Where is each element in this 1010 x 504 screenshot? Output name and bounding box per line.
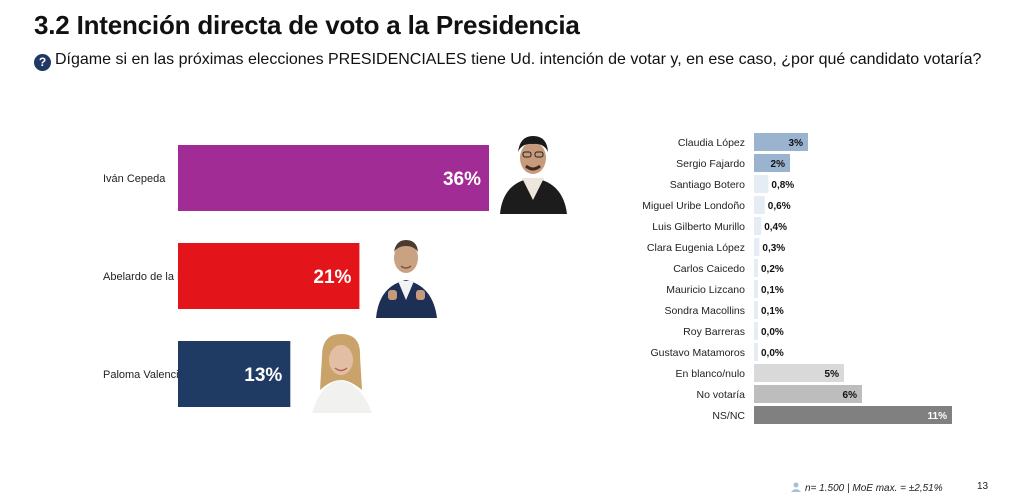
main-bar-paloma-valencia bbox=[178, 341, 291, 407]
candidate-photo-paloma-valencia bbox=[312, 334, 372, 413]
small-bar-sergio-fajardo bbox=[754, 154, 790, 172]
main-bar-abelardo-de-la-espriella bbox=[178, 243, 360, 309]
small-value-label-santiago-botero: 0,8% bbox=[771, 180, 794, 191]
small-value-label-clara-eugenia-lopez: 0,3% bbox=[762, 243, 785, 254]
small-bar-luis-gilberto-murillo bbox=[754, 217, 762, 235]
footer-note: n= 1.500 | MoE max. = ±2,51% bbox=[790, 482, 943, 494]
small-value-label-no-votaria: 6% bbox=[843, 390, 858, 401]
small-category-label-santiago-botero: Santiago Botero bbox=[670, 179, 745, 191]
question-icon: ? bbox=[34, 54, 51, 71]
main-value-label-paloma-valencia: 13% bbox=[244, 365, 282, 386]
small-value-label-miguel-uribe-londono: 0,6% bbox=[768, 201, 791, 212]
small-bar-no-votaria bbox=[754, 385, 862, 403]
small-bar-carlos-caicedo bbox=[754, 259, 758, 277]
small-category-label-no-votaria: No votaría bbox=[697, 389, 746, 401]
small-value-label-sondra-macollins: 0,1% bbox=[761, 306, 784, 317]
small-value-label-gustavo-matamoros: 0,0% bbox=[761, 348, 784, 359]
small-bar-mauricio-lizcano bbox=[754, 280, 758, 298]
small-value-label-claudia-lopez: 3% bbox=[789, 138, 804, 149]
small-category-label-clara-eugenia-lopez: Clara Eugenia López bbox=[647, 242, 745, 254]
small-bar-claudia-lopez bbox=[754, 133, 808, 151]
small-bar-roy-barreras bbox=[754, 322, 758, 340]
main-bar-ivan-cepeda bbox=[178, 145, 489, 211]
small-value-label-roy-barreras: 0,0% bbox=[761, 327, 784, 338]
page-title: 3.2 Intención directa de voto a la Presi… bbox=[34, 10, 580, 40]
small-bar-en-blanco-nulo bbox=[754, 364, 844, 382]
small-category-label-carlos-caicedo: Carlos Caicedo bbox=[673, 263, 745, 275]
candidate-photo-abelardo bbox=[376, 240, 437, 318]
small-bar-clara-eugenia-lopez bbox=[754, 238, 760, 256]
main-candidates-chart: Iván Cepeda 36%Abelardo de la Espriella 21… bbox=[103, 145, 489, 407]
small-bar-gustavo-matamoros bbox=[754, 343, 758, 361]
question-text: Dígame si en las próximas elecciones PRE… bbox=[55, 51, 982, 68]
candidate-photos bbox=[312, 136, 567, 413]
main-category-label-ivan-cepeda: Iván Cepeda bbox=[103, 173, 166, 185]
small-bar-ns-nc bbox=[754, 406, 952, 424]
small-value-label-sergio-fajardo: 2% bbox=[771, 159, 786, 170]
survey-question: ? Dígame si en las próximas elecciones PR… bbox=[34, 50, 984, 71]
small-value-label-ns-nc: 11% bbox=[928, 411, 948, 422]
small-category-label-mauricio-lizcano: Mauricio Lizcano bbox=[666, 284, 745, 296]
small-value-label-carlos-caicedo: 0,2% bbox=[761, 264, 784, 275]
other-candidates-chart: Claudia López 3% Sergio Fajardo 2% Santiago … bbox=[642, 133, 952, 424]
small-category-label-en-blanco-nulo: En blanco/nulo bbox=[676, 368, 746, 380]
small-value-label-en-blanco-nulo: 5% bbox=[825, 369, 840, 380]
small-category-label-sergio-fajardo: Sergio Fajardo bbox=[676, 158, 745, 170]
small-category-label-roy-barreras: Roy Barreras bbox=[683, 326, 745, 338]
small-category-label-ns-nc: NS/NC bbox=[712, 410, 745, 422]
margin-of-error: | MoE max. = ±2,51% bbox=[847, 483, 943, 494]
main-category-label-paloma-valencia: Paloma Valencia bbox=[103, 369, 186, 381]
small-category-label-sondra-macollins: Sondra Macollins bbox=[664, 305, 745, 317]
small-category-label-gustavo-matamoros: Gustavo Matamoros bbox=[650, 347, 745, 359]
small-category-label-miguel-uribe-londono: Miguel Uribe Londoño bbox=[642, 200, 745, 212]
person-icon bbox=[791, 482, 801, 492]
small-category-label-luis-gilberto-murillo: Luis Gilberto Murillo bbox=[652, 221, 745, 233]
small-value-label-mauricio-lizcano: 0,1% bbox=[761, 285, 784, 296]
small-value-label-luis-gilberto-murillo: 0,4% bbox=[764, 222, 787, 233]
small-bar-miguel-uribe-londono bbox=[754, 196, 765, 214]
small-bar-santiago-botero bbox=[754, 175, 769, 193]
small-bar-sondra-macollins bbox=[754, 301, 758, 319]
main-value-label-ivan-cepeda: 36% bbox=[443, 169, 481, 190]
candidate-photo-ivan-cepeda bbox=[500, 136, 567, 214]
small-category-label-claudia-lopez: Claudia López bbox=[678, 137, 745, 149]
sample-size: n= 1.500 bbox=[805, 483, 845, 494]
page-number: 13 bbox=[977, 481, 989, 492]
main-value-label-abelardo-de-la-espriella: 21% bbox=[313, 267, 351, 288]
